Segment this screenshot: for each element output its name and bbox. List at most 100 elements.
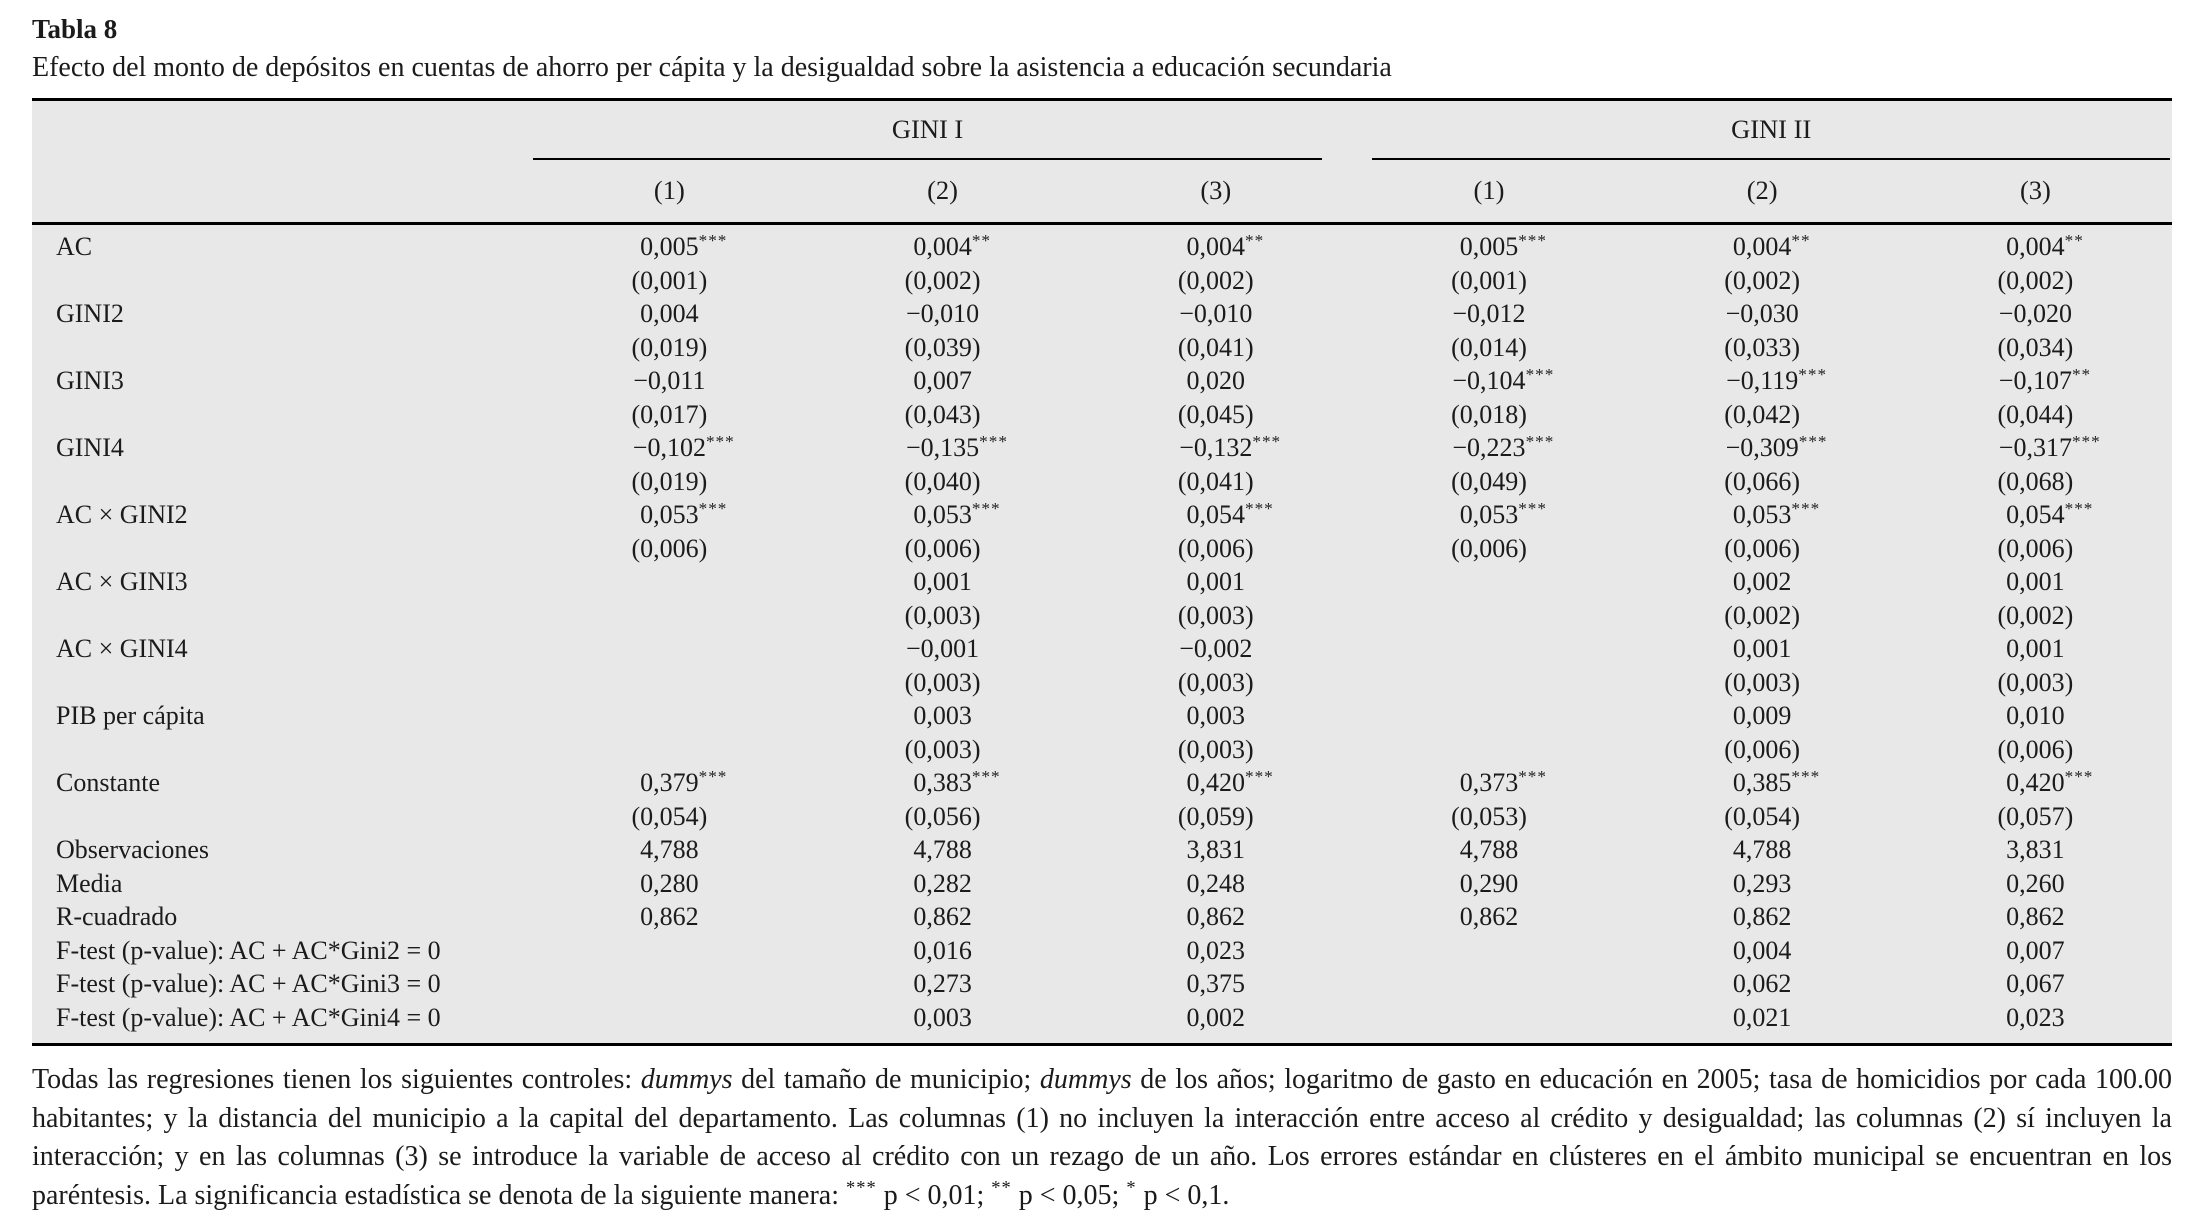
footnote: Todas las regresiones tienen los siguien…: [32, 1061, 2172, 1215]
cell-value: 0,053 ***: [806, 498, 1079, 532]
table-row: AC × GINI4 −0,001 −0,002 0,001 0,001: [32, 632, 2172, 666]
cell-value: [1352, 666, 1625, 700]
cell-value: −0,010: [1179, 299, 1253, 328]
cell-value: 0,004 **: [1626, 224, 1899, 264]
row-label: F-test (p-value): AC + AC*Gini4 = 0: [56, 1002, 441, 1032]
cell-value: 0,003: [1186, 701, 1246, 730]
cell-value: [533, 599, 806, 633]
footnote-segment: *: [1126, 1177, 1137, 1198]
cell-value: 0,862: [1459, 902, 1519, 931]
cell-value: 0,007: [2006, 935, 2065, 965]
group-header-gini1: GINI I: [532, 100, 1353, 160]
significance-stars: ***: [1791, 767, 1821, 787]
cell-value: (0,042): [1724, 399, 1801, 429]
table-row: R-cuadrado 0,862 0,862 0,862 0,862 0,862 0,862: [32, 900, 2172, 934]
table-row-stderr: (0,006) (0,006) (0,006) (0,006) (0,006) (0,00…: [32, 532, 2172, 566]
cell-value: −0,010: [905, 299, 980, 328]
cell-value: (0,002): [1724, 265, 1801, 295]
column-header: (3): [2019, 175, 2051, 205]
cell-value: 4,788: [1732, 835, 1792, 864]
cell-value: [1352, 967, 1625, 1001]
cell-value: 0,054 ***: [1079, 498, 1352, 532]
cell-value: −0,001: [905, 634, 980, 663]
cell-value: 0,273: [913, 969, 972, 998]
cell-value: 0,023: [1186, 935, 1246, 965]
footnote-segment: ***: [846, 1177, 877, 1198]
cell-value: [1352, 599, 1625, 633]
column-header-row: (1) (2) (3) (1) (2) (3): [32, 160, 2172, 224]
cell-value: 0,383 ***: [806, 766, 1079, 800]
cell-value: (0,014): [1451, 332, 1527, 362]
row-label-empty: [32, 599, 533, 633]
table-row: F-test (p-value): AC + AC*Gini3 = 0 0,273…: [32, 967, 2172, 1001]
cell-value: 0,001: [2006, 567, 2065, 596]
cell-value: 0,067: [2006, 969, 2065, 998]
footnote-segment: Todas las regresiones tienen los siguien…: [32, 1064, 641, 1095]
significance-stars: ***: [698, 767, 728, 787]
cell-value: 0,001: [1186, 567, 1246, 596]
cell-value: (0,054): [631, 801, 708, 831]
cell-value: 0,280: [640, 868, 699, 898]
row-label: F-test (p-value): AC + AC*Gini2 = 0: [56, 935, 441, 965]
cell-value: 0,020: [1186, 366, 1246, 395]
cell-value: 0,007: [913, 366, 972, 395]
column-header: (2): [1746, 175, 1778, 205]
cell-value: 0,009: [1732, 701, 1792, 730]
cell-value: (0,001): [631, 265, 708, 295]
table-row: GINI3 −0,011 0,007 0,020 −0,104 *** −0,119 *** −…: [32, 364, 2172, 398]
cell-value: 0,062: [1732, 969, 1792, 998]
cell-value: (0,057): [1997, 801, 2074, 831]
cell-value: 4,788: [913, 835, 972, 864]
cell-value: 0,003: [913, 701, 972, 730]
cell-value: −0,012: [1452, 299, 1526, 328]
cell-value: 0,862: [1732, 902, 1792, 931]
cell-value: [533, 967, 806, 1001]
table-row-stderr: (0,003) (0,003) (0,002) (0,002): [32, 599, 2172, 633]
table-header: GINI I GINI II (1) (2) (3) (1) (2) (3): [32, 100, 2172, 224]
significance-stars: ***: [1252, 432, 1282, 452]
significance-stars: ***: [698, 499, 728, 519]
cell-value: 3,831: [1186, 835, 1246, 864]
table-body: AC 0,005 *** 0,004 ** 0,004 ** 0,005 *** 0,004 ** 0…: [32, 224, 2172, 1045]
cell-value: −0,223 ***: [1352, 431, 1625, 465]
cell-value: [533, 699, 806, 733]
cell-value: 0,001: [1732, 634, 1792, 663]
cell-value: (0,066): [1724, 466, 1801, 496]
cell-value: (0,041): [1177, 332, 1254, 362]
cell-value: (0,041): [1177, 466, 1254, 496]
row-label: GINI4: [56, 433, 124, 462]
significance-stars: ***: [698, 231, 728, 251]
cell-value: 0,003: [913, 1002, 972, 1032]
row-label: Constante: [56, 768, 160, 797]
cell-value: 0,021: [1732, 1002, 1792, 1032]
cell-value: [533, 934, 806, 968]
cell-value: 0,862: [2006, 902, 2065, 931]
cell-value: (0,043): [904, 399, 981, 429]
cell-value: −0,119 ***: [1626, 364, 1899, 398]
cell-value: (0,018): [1451, 399, 1527, 429]
row-label-empty: [32, 331, 533, 365]
row-label-empty: [32, 800, 533, 834]
table-row-stderr: (0,003) (0,003) (0,006) (0,006): [32, 733, 2172, 767]
significance-stars: **: [2064, 231, 2084, 251]
cell-value: 0,002: [1186, 1002, 1246, 1032]
cell-value: −0,107 **: [1899, 364, 2172, 398]
table-subtitle: Efecto del monto de depósitos en cuentas…: [32, 52, 1392, 83]
cell-value: [533, 1001, 806, 1045]
row-label-empty: [32, 733, 533, 767]
row-label: F-test (p-value): AC + AC*Gini3 = 0: [56, 969, 441, 998]
cell-value: (0,006): [1724, 734, 1801, 764]
significance-stars: ***: [971, 499, 1001, 519]
row-label: PIB per cápita: [56, 701, 205, 730]
cell-value: (0,002): [1177, 265, 1254, 295]
cell-value: 0,053 ***: [1626, 498, 1899, 532]
cell-value: (0,006): [631, 533, 708, 563]
cell-value: 4,788: [1459, 835, 1519, 864]
cell-value: 0,004 **: [1079, 224, 1352, 264]
row-label: AC × GINI2: [56, 500, 188, 529]
cell-value: 0,054 ***: [1899, 498, 2172, 532]
row-label-empty: [32, 398, 533, 432]
footnote-segment: **: [991, 1177, 1012, 1198]
significance-stars: ***: [2064, 767, 2094, 787]
significance-stars: ***: [2064, 499, 2094, 519]
